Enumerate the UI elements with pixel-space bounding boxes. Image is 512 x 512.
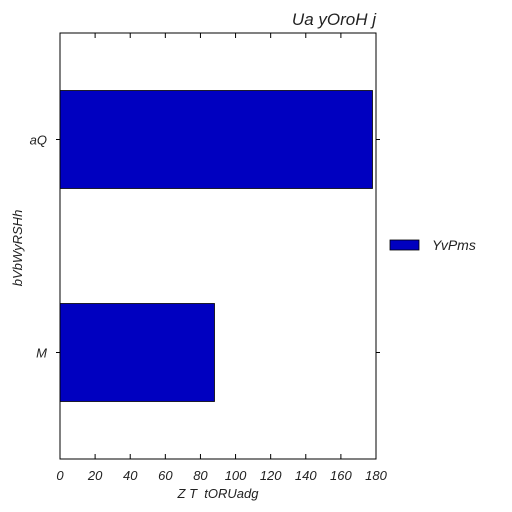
- bar-M: [59, 303, 215, 402]
- x-axis-ticks: 0 20 40 60 80 100 120 140 160 180: [56, 33, 388, 483]
- legend-label: YvPms: [432, 237, 476, 253]
- x-axis-label: Z T tORUadg: [177, 486, 260, 501]
- legend-swatch: [389, 239, 420, 251]
- y-tick-label: M: [36, 346, 47, 361]
- y-axis-label: bVbWyRSHh: [10, 210, 25, 287]
- plot-frame: [59, 32, 377, 460]
- x-tick-label: 20: [87, 468, 103, 483]
- x-tick-label: 160: [330, 468, 352, 483]
- x-tick-label: 60: [158, 468, 173, 483]
- y-tick-label: aQ: [30, 133, 47, 148]
- y-axis-ticks: aQ M: [30, 133, 380, 361]
- x-tick-label: 180: [365, 468, 387, 483]
- bars-group: [59, 90, 373, 402]
- x-tick-label: 40: [123, 468, 138, 483]
- legend: YvPms: [389, 237, 476, 253]
- bar-aQ: [59, 90, 373, 189]
- x-tick-label: 120: [260, 468, 282, 483]
- chart-title: Ua yOroH j: [292, 10, 377, 29]
- x-tick-label: 100: [225, 468, 247, 483]
- x-tick-label: 140: [295, 468, 317, 483]
- x-tick-label: 0: [56, 468, 64, 483]
- x-tick-label: 80: [193, 468, 208, 483]
